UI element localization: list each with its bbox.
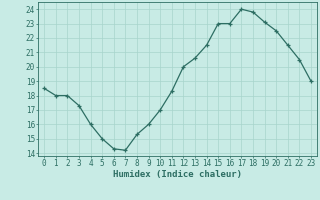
X-axis label: Humidex (Indice chaleur): Humidex (Indice chaleur) — [113, 170, 242, 179]
